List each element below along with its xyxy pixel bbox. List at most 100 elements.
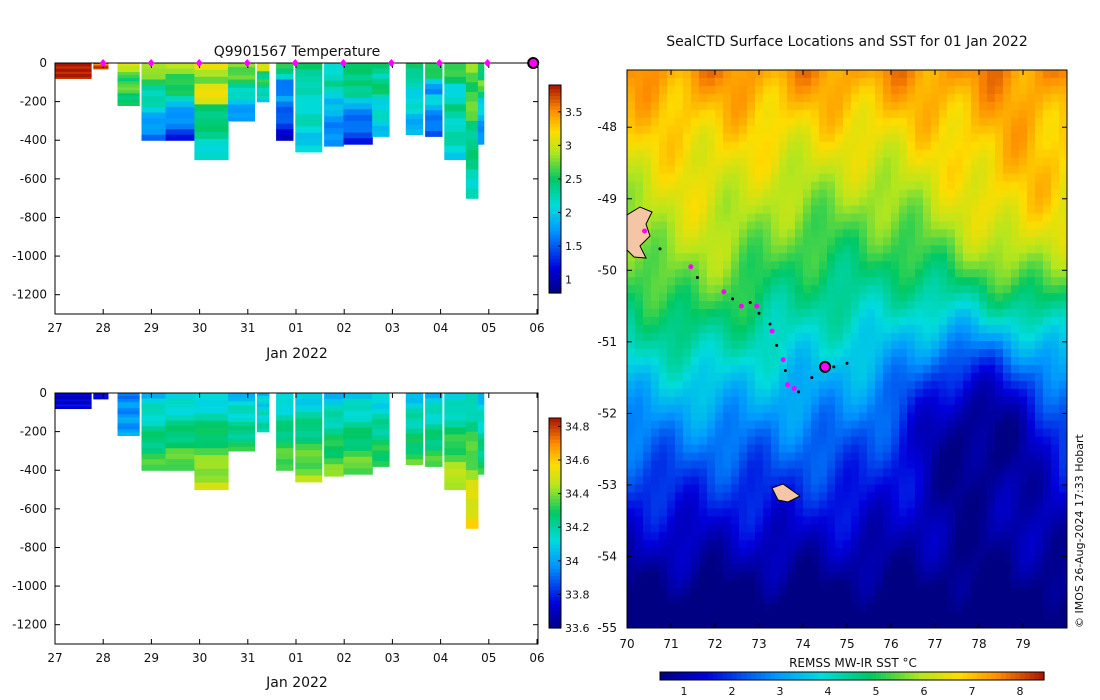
- sst-cell: [995, 492, 1004, 501]
- sst-cell: [1059, 157, 1067, 167]
- sst-cell: [683, 165, 692, 175]
- sst-cell: [819, 253, 828, 262]
- sst-cell: [843, 117, 852, 127]
- sst-cell: [1043, 157, 1052, 167]
- sst-cell: [667, 117, 676, 127]
- sst-cell: [747, 580, 756, 589]
- sst-cell: [875, 532, 884, 541]
- sst-cell: [1003, 325, 1012, 334]
- sst-cell: [859, 500, 868, 509]
- sst-cell: [947, 78, 956, 87]
- profile-cell: [425, 99, 443, 106]
- sst-cell: [899, 237, 908, 246]
- sst-cell: [683, 93, 692, 103]
- sst-cell: [667, 221, 676, 230]
- sst-cell: [1059, 364, 1067, 374]
- sst-cell: [811, 444, 820, 454]
- sst-cell: [947, 604, 956, 613]
- sst-cell: [899, 604, 908, 613]
- profile-cell: [444, 111, 467, 119]
- sst-cell: [843, 388, 852, 398]
- sst-cell: [1003, 349, 1012, 358]
- sst-cell: [1019, 78, 1028, 87]
- sst-cell: [963, 277, 972, 286]
- sst-cell: [979, 620, 988, 628]
- sst-cell: [699, 396, 708, 406]
- sst-cell: [675, 285, 684, 294]
- sst-cell: [955, 141, 964, 151]
- sst-cell: [827, 412, 836, 422]
- sst-cell: [771, 125, 780, 135]
- sst-cell: [1059, 173, 1067, 183]
- profile-cell: [141, 442, 167, 449]
- sst-cell: [955, 277, 964, 286]
- sst-cell: [891, 388, 900, 398]
- sst-cell: [739, 508, 748, 517]
- sst-cell: [971, 564, 980, 573]
- profile-cell: [228, 434, 255, 440]
- sst-cell: [915, 181, 924, 191]
- sst-cell: [755, 165, 764, 175]
- sst-cell: [939, 620, 948, 628]
- sst-cell: [1027, 85, 1036, 95]
- sst-cell: [787, 388, 796, 398]
- sst-cell: [755, 428, 764, 438]
- sst-cell: [827, 301, 836, 310]
- sst-cell: [867, 78, 876, 87]
- sst-cell: [779, 380, 788, 390]
- sst-cell: [1003, 173, 1012, 183]
- sst-cell: [1035, 508, 1044, 517]
- sst-cell: [715, 325, 724, 334]
- sst-cell: [795, 540, 804, 549]
- profile-cell: [477, 126, 485, 134]
- sst-cell: [843, 532, 852, 541]
- sst-cell: [1019, 452, 1028, 462]
- sst-cell: [651, 173, 660, 183]
- sst-cell: [955, 556, 964, 565]
- sst-cell: [635, 85, 644, 95]
- sst-cell: [627, 325, 636, 334]
- sst-cell: [819, 372, 828, 382]
- sst-cell: [643, 612, 652, 621]
- sst-cell: [667, 333, 676, 342]
- sst-cell: [779, 436, 788, 446]
- sst-cell: [707, 556, 716, 565]
- sst-cell: [1035, 141, 1044, 151]
- colorbar-segment: [549, 582, 561, 587]
- sst-cell: [939, 70, 948, 79]
- profile-cell: [256, 87, 270, 92]
- sst-cell: [963, 460, 972, 470]
- sst-cell: [963, 620, 972, 628]
- colorbar-segment: [885, 672, 891, 680]
- sst-cell: [1003, 301, 1012, 310]
- sst-cell: [939, 125, 948, 135]
- sst-cell: [867, 205, 876, 214]
- sst-cell: [691, 181, 700, 191]
- sst-cell: [851, 357, 860, 366]
- sst-cell: [971, 309, 980, 318]
- sst-cell: [1011, 436, 1020, 446]
- sst-cell: [803, 85, 812, 95]
- sst-cell: [883, 85, 892, 95]
- sst-cell: [947, 197, 956, 206]
- colorbar-segment: [549, 272, 561, 277]
- sst-cell: [779, 588, 788, 597]
- sst-cell: [987, 372, 996, 382]
- profile-cell: [55, 405, 92, 407]
- sst-cell: [755, 420, 764, 430]
- sst-cell: [875, 612, 884, 621]
- profile-cell: [372, 455, 390, 462]
- sst-cell: [675, 165, 684, 175]
- sst-cell: [1043, 333, 1052, 342]
- sst-cell: [723, 205, 732, 214]
- sst-cell: [691, 364, 700, 374]
- sst-cell: [1003, 197, 1012, 206]
- colorbar-segment: [549, 175, 561, 180]
- sst-cell: [747, 141, 756, 151]
- sst-cell: [819, 580, 828, 589]
- colorbar-segment: [1005, 672, 1011, 680]
- sst-cell: [779, 349, 788, 358]
- sst-cell: [811, 564, 820, 573]
- sst-cell: [683, 380, 692, 390]
- colorbar-segment: [549, 109, 561, 114]
